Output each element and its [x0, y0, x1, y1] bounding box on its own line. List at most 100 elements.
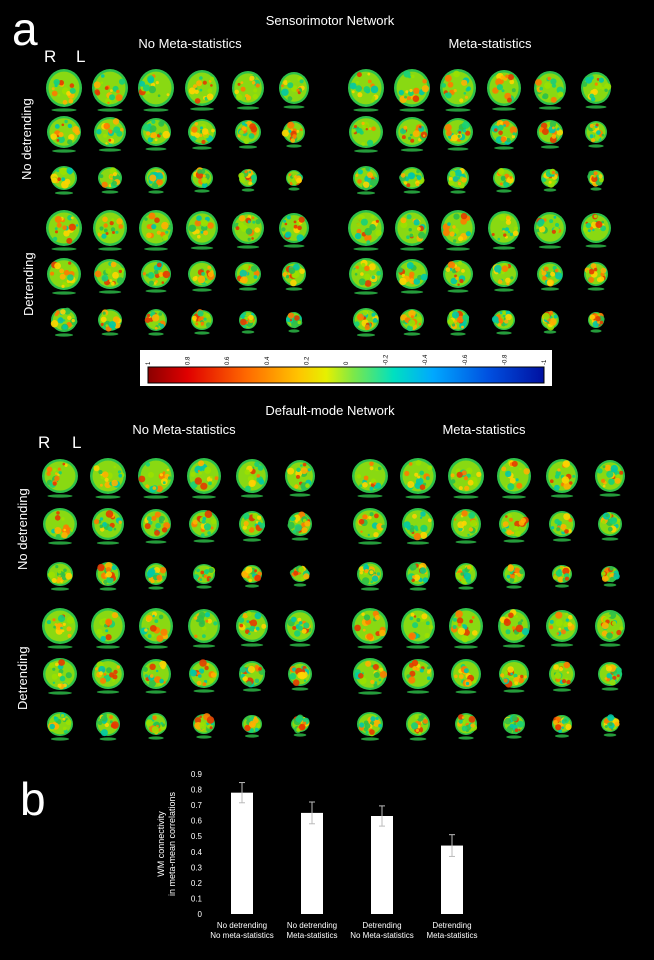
default-mode-brain-slice-0-4-3 [189, 659, 219, 693]
sensorimotor-l-label: L [76, 47, 86, 66]
default-mode-l-label: L [72, 433, 82, 452]
default-mode-brain-slice-0-2-1 [96, 562, 120, 591]
sensorimotor-brain-slice-1-5-5 [588, 312, 605, 333]
sensorimotor-brain-slice-0-5-0 [50, 307, 78, 337]
sensorimotor-brain-slice-1-5-1 [400, 309, 424, 336]
default-mode-brain-slice-1-0-2 [448, 458, 484, 499]
sensorimotor-brain-slice-1-2-2 [447, 167, 469, 194]
default-mode-brain-slice-1-2-4 [552, 565, 572, 588]
sensorimotor-brain-slice-1-4-5 [584, 262, 608, 291]
sensorimotor-brain-slice-0-0-1 [92, 69, 128, 112]
default-mode-brain-slice-0-2-3 [193, 564, 216, 589]
bar-chart-ytick-label: 0.3 [191, 863, 203, 872]
bar-chart: WM connectivity in meta-mean correlations… [156, 770, 478, 940]
sensorimotor-brain-slice-1-0-1 [394, 69, 430, 112]
default-mode-brain-slice-0-1-3 [189, 510, 219, 543]
sensorimotor-brain-slice-0-3-5 [279, 213, 309, 248]
default-mode-brain-slice-1-1-1 [402, 508, 434, 545]
default-mode-brain-slice-0-1-1 [92, 508, 124, 545]
sensorimotor-brain-slice-0-5-2 [144, 309, 167, 336]
default-mode-brain-slice-1-2-1 [406, 562, 430, 591]
sensorimotor-brain-slice-1-3-3 [488, 211, 520, 250]
sensorimotor-r-label: R [44, 47, 57, 66]
panel-a-letter: a [12, 3, 38, 55]
default-mode-brain-slice-1-0-5 [595, 460, 625, 497]
sensorimotor-brain-slice-1-1-0 [349, 116, 383, 153]
default-mode-brain-slice-1-1-4 [549, 511, 575, 542]
bar-chart-ylabel: WM connectivity in meta-mean correlations [156, 791, 177, 896]
default-mode-brain-slice-1-4-4 [549, 661, 575, 692]
default-mode-brain-slice-1-5-0 [357, 712, 383, 741]
sensorimotor-brain-slice-1-1-2 [443, 118, 473, 151]
bar-chart-ytick-label: 0 [198, 910, 203, 919]
bar-chart-ytick-label: 0.6 [191, 817, 203, 826]
sensorimotor-brain-slice-0-1-3 [188, 119, 216, 150]
sensorimotor-brain-slice-0-0-5 [279, 72, 309, 109]
bar-chart-ylabel-line: WM connectivity [156, 811, 166, 877]
default-mode-brain-slice-0-3-5 [285, 610, 315, 647]
bar-chart-xtick-label: No detrending [217, 921, 267, 930]
default-mode-brain-slice-0-0-1 [90, 458, 126, 499]
sensorimotor-brain-slice-1-0-3 [487, 70, 521, 111]
sensorimotor-brain-slice-0-0-0 [46, 69, 82, 112]
sensorimotor-brain-slice-1-4-2 [443, 260, 473, 293]
bar-chart-xtick-label: Detrending [432, 921, 471, 930]
error-bar-1 [309, 801, 315, 825]
default-mode-brain-slice-1-4-2 [451, 659, 481, 694]
sensorimotor-brain-slice-1-2-4 [541, 168, 559, 192]
sensorimotor-brain-slice-0-4-4 [235, 262, 261, 291]
sensorimotor-brain-slice-1-3-5 [581, 213, 611, 248]
sensorimotor-brain-slice-0-2-4 [238, 169, 257, 192]
sensorimotor-brain-slice-0-2-3 [191, 167, 213, 193]
default-mode-brain-slice-0-3-3 [188, 609, 220, 648]
colorbar-tick-label: 0 [344, 361, 350, 365]
bar-chart-ytick-label: 0.1 [191, 894, 203, 903]
bar-chart-ylabel-line: in meta-mean correlations [167, 791, 177, 896]
sensorimotor-brain-slice-1-1-1 [396, 117, 428, 152]
colorbar-tick-label: 0.2 [304, 356, 310, 365]
default-mode-brain-slice-1-1-0 [353, 508, 387, 545]
default-mode-brain-slice-1-4-0 [353, 658, 387, 695]
default-mode-brain-slice-1-2-3 [503, 564, 525, 589]
default-mode-brain-slice-0-4-5 [288, 662, 312, 691]
bar-chart-ytick-label: 0.7 [191, 801, 203, 810]
default-mode-brain-slice-0-3-2 [139, 608, 173, 649]
default-mode-brain-slice-1-0-0 [352, 459, 388, 498]
default-mode-col-meta: Meta-statistics [442, 422, 526, 437]
default-mode-brain-slice-0-0-3 [187, 458, 221, 499]
default-mode-brain-slice-1-5-5 [601, 714, 620, 737]
sensorimotor-col-meta: Meta-statistics [448, 36, 532, 51]
sensorimotor-title: Sensorimotor Network [265, 13, 395, 28]
default-mode-brain-slice-1-1-5 [598, 512, 622, 541]
colorbar-tick-label: -0.2 [384, 354, 390, 365]
sensorimotor-brain-slice-1-5-4 [541, 310, 559, 334]
bar-chart-ytick-label: 0.5 [191, 832, 203, 841]
sensorimotor-brain-slice-0-3-3 [186, 211, 218, 250]
default-mode-brain-slice-1-4-3 [499, 660, 529, 693]
default-mode-brain-slice-1-0-1 [400, 458, 436, 499]
sensorimotor-brain-slice-0-0-2 [138, 69, 174, 112]
default-mode-brain-slice-0-4-1 [92, 659, 124, 694]
sensorimotor-brain-slice-0-3-2 [139, 210, 173, 251]
default-mode-brain-slice-0-2-4 [241, 565, 262, 588]
bar-chart-xtick-label: Meta-statistics [286, 931, 337, 940]
sensorimotor-brain-slice-1-4-1 [396, 259, 428, 294]
default-mode-brain-slice-0-5-4 [242, 715, 262, 738]
sensorimotor-brain-slice-0-4-2 [141, 260, 171, 293]
sensorimotor-brain-slice-0-0-4 [232, 71, 264, 110]
sensorimotor-brain-slice-0-1-2 [141, 118, 171, 151]
colorbar-tick-label: -0.8 [502, 354, 508, 365]
colorbar-tick-label: -0.6 [463, 354, 469, 365]
default-mode-brain-slice-0-5-0 [47, 712, 73, 741]
default-mode-brain-slice-0-3-1 [91, 608, 125, 649]
default-mode-brain-slice-1-3-1 [401, 608, 435, 649]
default-mode-brain-slice-1-4-1 [402, 659, 434, 694]
default-mode-brain-slice-0-2-0 [47, 562, 73, 591]
default-mode-brain-slice-0-4-0 [43, 658, 77, 695]
bar-1 [301, 812, 323, 914]
sensorimotor-brain-slice-1-2-0 [353, 166, 379, 195]
default-mode-title: Default-mode Network [265, 403, 395, 418]
default-mode-brain-slice-0-1-0 [43, 508, 77, 545]
default-mode-brain-slice-0-1-5 [287, 511, 312, 541]
sensorimotor-brain-slice-1-5-2 [447, 309, 470, 336]
